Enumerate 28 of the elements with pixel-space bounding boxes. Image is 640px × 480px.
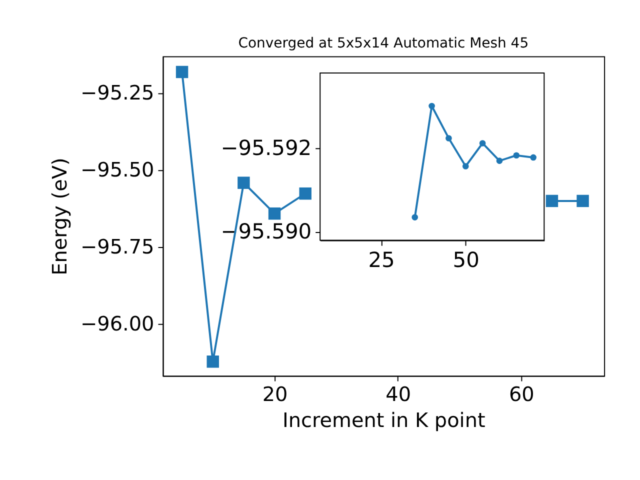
y-tick-label: −95.50 [80, 158, 154, 182]
point [428, 102, 435, 110]
point [546, 194, 558, 208]
point [206, 356, 219, 368]
point [446, 135, 452, 142]
y-tick-label: −95.25 [80, 80, 154, 105]
point [479, 140, 486, 146]
point [576, 194, 589, 208]
x-tick-label: 50 [452, 248, 480, 272]
y-tick-label: −95.592 [220, 136, 312, 160]
x-tick-label: 40 [386, 382, 412, 406]
point [299, 187, 312, 200]
point [462, 163, 469, 170]
point [530, 154, 536, 161]
x-tick-label: 60 [508, 382, 534, 406]
y-axis-title: Energy (eV) [47, 158, 72, 276]
point [496, 158, 503, 164]
chart-title: Converged at 5x5x14 Automatic Mesh 45 [238, 35, 529, 52]
y-tick-label: −95.75 [80, 234, 154, 259]
point [176, 66, 188, 78]
x-axis-title: Increment in K point [282, 408, 486, 432]
x-tick-label: 20 [262, 382, 288, 406]
point [238, 176, 250, 189]
point [412, 214, 418, 220]
point [268, 207, 281, 220]
x-tick-label: 25 [368, 248, 395, 272]
y-tick-label: −96.00 [80, 312, 154, 336]
point [513, 152, 520, 159]
